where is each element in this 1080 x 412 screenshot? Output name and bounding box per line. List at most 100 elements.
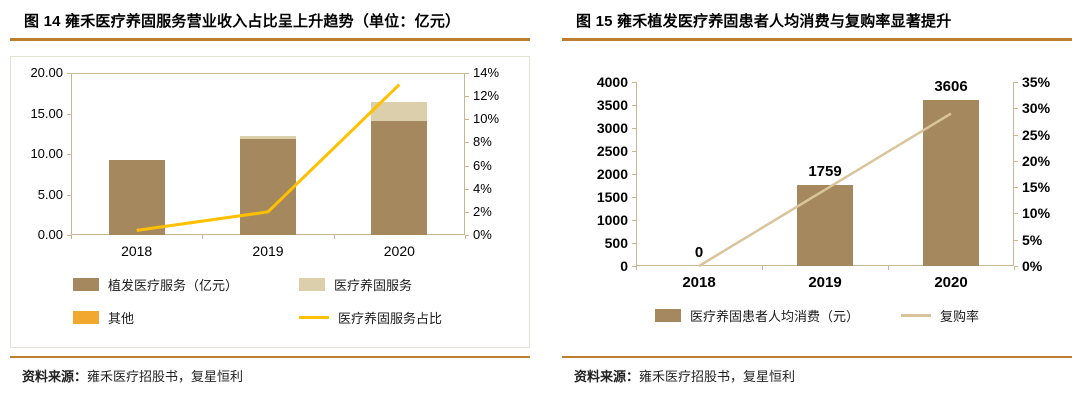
legend-label: 复购率 [940,309,980,324]
legend-item: 复购率 [901,306,979,325]
right-axis-tick [1014,213,1018,215]
y-axis-right-tick-label: 30% [1022,100,1051,117]
right-axis-tick [465,211,469,213]
y-axis-right-tick-label: 8% [473,134,492,150]
legend-item: 医疗养固服务 [299,275,442,294]
right-axis-tick [1014,239,1018,241]
figure-14-legend: 植发医疗服务（亿元） 医疗养固服务其他 医疗养固服务占比 [73,275,442,327]
legend-item: 医疗养固患者人均消费（元） [654,306,859,325]
y-axis-right-tick-label: 2% [473,203,492,219]
left-axis-tick [67,113,71,115]
legend-item: 医疗养固服务占比 [299,308,442,327]
bar-2019 [240,138,296,235]
y-axis-left-tick-label: 20.00 [30,65,63,80]
legend-swatch [73,278,99,291]
y-axis-left-tick-label: 0.00 [37,227,63,242]
y-axis-left-tick-label: 3000 [596,120,628,136]
right-axis-tick [465,142,469,144]
y-axis-right-tick-label: 35% [1022,74,1051,90]
x-axis-tick [888,266,889,270]
figure-15-title: 图 15 雍禾植发医疗养固患者人均消费与复购率显著提升 [576,13,952,30]
figure-15-chart: 医疗养固患者人均消费（元） 复购率 0 500 1000 1500 2000 2500 300… [562,56,1072,352]
left-axis-tick [632,243,636,244]
figure-14-chart: 植发医疗服务（亿元） 医疗养固服务其他 医疗养固服务占比 0.00 5.00 10.00… [10,56,530,348]
right-axis-tick [1014,187,1018,189]
left-axis-tick [632,266,636,267]
bar-value-label: 0 [694,244,704,261]
x-axis-category-label: 2018 [682,274,716,291]
legend-swatch [299,278,325,291]
legend-line-marker [299,316,329,319]
y-axis-right-tick-label: 6% [473,157,492,173]
y-axis-left-tick-label: 1500 [596,189,628,205]
y-axis-left-tick-label: 2000 [596,166,628,182]
bar-2020 [371,102,428,121]
right-axis-tick [1014,160,1018,162]
right-axis-tick [465,119,469,121]
left-axis-tick [632,197,636,198]
right-axis-tick [1014,134,1018,136]
bar-2019 [240,136,296,139]
y-axis-right-tick-label: 15% [1022,179,1051,196]
right-axis-tick [1014,82,1018,83]
right-axis-tick [1014,108,1018,110]
y-axis-right-tick-label: 10% [1022,205,1051,222]
y-axis-left-tick-label: 1000 [596,212,628,228]
figure-15-bottom-rule [562,356,1072,358]
left-axis-tick [67,235,71,236]
legend-label: 医疗养固服务 [334,278,413,293]
legend-item: 其他 [73,308,299,327]
legend-swatch [73,311,99,324]
source-label: 资料来源： [22,369,88,384]
right-axis-tick [465,73,469,74]
bar-value-label: 3606 [934,78,968,96]
y-axis-right-tick-label: 14% [473,65,500,80]
right-axis-tick [465,235,469,236]
y-axis-right-tick-label: 12% [473,88,500,104]
bar-2018 [108,160,165,235]
y-axis-left-tick-label: 0 [620,258,628,274]
left-axis-tick [632,151,636,152]
figure-15-legend: 医疗养固患者人均消费（元） 复购率 [562,306,1072,325]
y-axis-right-tick-label: 0% [1022,258,1043,274]
x-axis-tick [636,266,637,270]
right-axis-tick [465,188,469,190]
source-text: 雍禾医疗招股书，复星恒利 [639,369,796,384]
y-axis-right-tick-label: 0% [473,227,492,242]
figure-15-source: 资料来源：雍禾医疗招股书，复星恒利 [574,366,795,385]
figure-14-bottom-rule [10,356,530,358]
x-axis-tick [71,235,72,239]
source-text: 雍禾医疗招股书，复星恒利 [87,369,244,384]
figure-14-title-rule [10,38,530,41]
right-axis-tick [465,165,469,167]
x-axis-tick [465,235,466,239]
figure-15-title-rule [562,38,1072,41]
legend-label: 植发医疗服务（亿元） [108,278,239,293]
figure-14-title: 图 14 雍禾医疗养固服务营业收入占比呈上升趋势（单位：亿元） [24,13,461,30]
figure-14-panel: 图 14 雍禾医疗养固服务营业收入占比呈上升趋势（单位：亿元） 植发医疗服务（亿… [10,8,530,404]
left-axis-tick [67,73,71,74]
x-axis-category-label: 2020 [383,243,415,259]
left-axis-tick [632,220,636,221]
y-axis-left-tick-label: 4000 [596,74,628,90]
x-axis-tick [333,235,335,239]
x-axis-category-label: 2019 [252,243,284,259]
x-axis-category-label: 2018 [121,243,153,259]
y-axis-left-tick-label: 5.00 [37,186,63,202]
legend-line-marker [901,314,931,317]
right-axis-tick [465,96,469,98]
y-axis-left-tick-label: 15.00 [30,105,63,121]
left-axis-tick [632,174,636,175]
y-axis-right-tick-label: 10% [473,111,500,127]
bar-2020 [923,100,979,266]
left-axis-tick [632,105,636,106]
y-axis-left-tick-label: 10.00 [30,146,63,161]
y-axis-right-tick-label: 25% [1022,126,1051,143]
source-label: 资料来源： [574,369,640,384]
x-axis-tick [202,235,204,239]
legend-swatch [654,309,681,322]
figure-15-panel: 图 15 雍禾植发医疗养固患者人均消费与复购率显著提升 医疗养固患者人均消费（元… [562,8,1072,404]
bar-2019 [797,185,853,266]
bar-value-label: 1759 [808,163,842,181]
